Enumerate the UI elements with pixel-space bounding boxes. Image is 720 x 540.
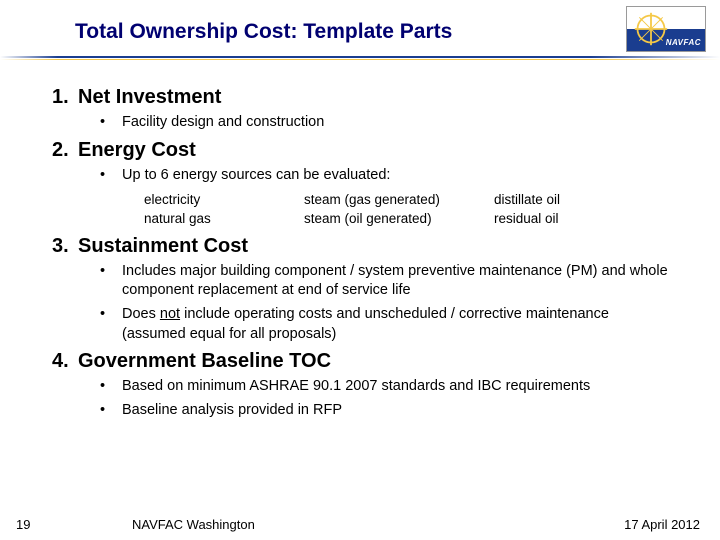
section-1: 1. Net Investment • Facility design and … bbox=[52, 86, 672, 133]
bullet-item: • Up to 6 energy sources can be evaluate… bbox=[100, 166, 672, 186]
section-2: 2. Energy Cost • Up to 6 energy sources … bbox=[52, 139, 672, 229]
underlined-word: not bbox=[160, 306, 180, 322]
energy-sources-columns: electricity natural gas steam (gas gener… bbox=[144, 191, 672, 229]
bullet-item: • Baseline analysis provided in RFP bbox=[100, 401, 672, 421]
bullet-dot: • bbox=[100, 305, 122, 344]
section-title: Energy Cost bbox=[78, 139, 196, 162]
content-body: 1. Net Investment • Facility design and … bbox=[52, 86, 672, 426]
section-4: 4. Government Baseline TOC • Based on mi… bbox=[52, 350, 672, 420]
footer-org: NAVFAC Washington bbox=[132, 517, 255, 532]
energy-col-3: distillate oil residual oil bbox=[494, 191, 634, 229]
bullet-item: • Includes major building component / sy… bbox=[100, 262, 672, 301]
slide: Total Ownership Cost: Template Parts NAV… bbox=[0, 0, 720, 540]
section-num: 3. bbox=[52, 235, 78, 258]
energy-item: electricity bbox=[144, 191, 304, 210]
energy-item: steam (oil generated) bbox=[304, 210, 494, 229]
bullet-text: Up to 6 energy sources can be evaluated: bbox=[122, 166, 672, 186]
divider-line bbox=[0, 56, 720, 58]
section-heading: 3. Sustainment Cost bbox=[52, 235, 672, 258]
logo-text: NAVFAC bbox=[666, 38, 701, 47]
bullet-dot: • bbox=[100, 166, 122, 186]
bullet-item: • Facility design and construction bbox=[100, 113, 672, 133]
section-num: 2. bbox=[52, 139, 78, 162]
page-number: 19 bbox=[16, 517, 30, 532]
energy-item: distillate oil bbox=[494, 191, 634, 210]
footer-date: 17 April 2012 bbox=[624, 517, 700, 532]
bullet-dot: • bbox=[100, 113, 122, 133]
bullet-text: Does not include operating costs and uns… bbox=[122, 305, 672, 344]
bullet-dot: • bbox=[100, 377, 122, 397]
energy-col-2: steam (gas generated) steam (oil generat… bbox=[304, 191, 494, 229]
bullet-list: • Includes major building component / sy… bbox=[100, 262, 672, 344]
section-heading: 1. Net Investment bbox=[52, 86, 672, 109]
footer: 19 NAVFAC Washington 17 April 2012 bbox=[0, 512, 720, 532]
energy-item: natural gas bbox=[144, 210, 304, 229]
section-heading: 2. Energy Cost bbox=[52, 139, 672, 162]
section-title: Net Investment bbox=[78, 86, 221, 109]
bullet-text: Includes major building component / syst… bbox=[122, 262, 672, 301]
bullet-text: Based on minimum ASHRAE 90.1 2007 standa… bbox=[122, 377, 672, 397]
navfac-logo: NAVFAC bbox=[626, 6, 706, 52]
section-3: 3. Sustainment Cost • Includes major bui… bbox=[52, 235, 672, 344]
bullet-text: Facility design and construction bbox=[122, 113, 672, 133]
compass-icon bbox=[633, 11, 669, 47]
section-title: Government Baseline TOC bbox=[78, 350, 331, 373]
section-heading: 4. Government Baseline TOC bbox=[52, 350, 672, 373]
bullet-dot: • bbox=[100, 401, 122, 421]
energy-item: residual oil bbox=[494, 210, 634, 229]
energy-col-1: electricity natural gas bbox=[144, 191, 304, 229]
bullet-list: • Facility design and construction bbox=[100, 113, 672, 133]
bullet-item: • Does not include operating costs and u… bbox=[100, 305, 672, 344]
bullet-text: Baseline analysis provided in RFP bbox=[122, 401, 672, 421]
slide-title: Total Ownership Cost: Template Parts bbox=[75, 20, 452, 44]
section-num: 1. bbox=[52, 86, 78, 109]
energy-item: steam (gas generated) bbox=[304, 191, 494, 210]
section-title: Sustainment Cost bbox=[78, 235, 248, 258]
divider-accent bbox=[0, 59, 720, 60]
header: Total Ownership Cost: Template Parts NAV… bbox=[0, 0, 720, 72]
bullet-list: • Based on minimum ASHRAE 90.1 2007 stan… bbox=[100, 377, 672, 420]
bullet-item: • Based on minimum ASHRAE 90.1 2007 stan… bbox=[100, 377, 672, 397]
bullet-dot: • bbox=[100, 262, 122, 301]
bullet-list: • Up to 6 energy sources can be evaluate… bbox=[100, 166, 672, 186]
section-num: 4. bbox=[52, 350, 78, 373]
